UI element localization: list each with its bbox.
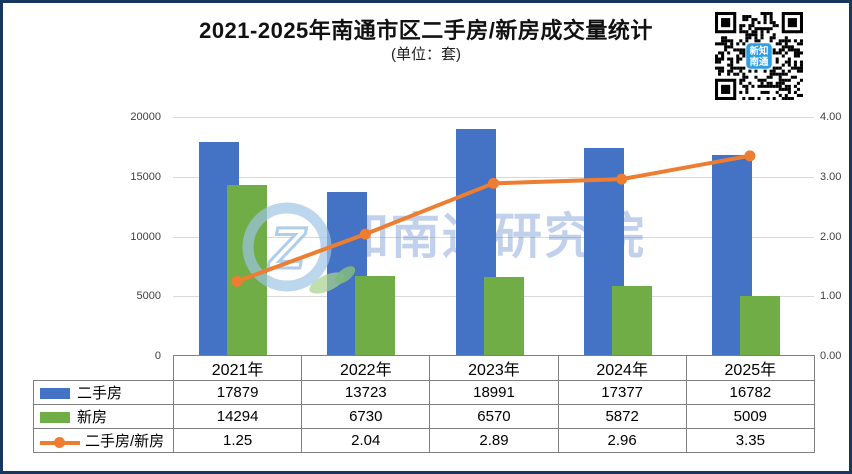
legend-label: 二手房/新房 xyxy=(85,433,165,450)
chart-subtitle: (单位：套) xyxy=(391,46,461,63)
y-axis-label-left: 0 xyxy=(154,350,161,362)
y-axis-label-left: 15000 xyxy=(130,170,161,183)
qr-code: 新知南通 xyxy=(715,12,803,100)
cell-secondhand-2023: 18991 xyxy=(429,380,559,405)
x-axis-label-year: 2024年 xyxy=(557,355,687,381)
bar-newhouse-2024 xyxy=(611,285,652,356)
legend-label: 二手房 xyxy=(77,385,123,402)
y-axis-label-right: 2.00 xyxy=(820,230,842,243)
newhouse-swatch-icon xyxy=(40,412,70,423)
bar-newhouse-2023 xyxy=(483,277,524,356)
cell-secondhand-2021: 17879 xyxy=(172,380,303,405)
y-axis-label-left: 20000 xyxy=(130,111,161,123)
cell-newhouse-2024: 5872 xyxy=(557,404,687,429)
qr-center-badge xyxy=(746,43,772,69)
cell-ratio-2021: 1.25 xyxy=(172,428,303,453)
cell-secondhand-2025: 16782 xyxy=(685,380,815,405)
legend-newhouse: 新房 xyxy=(33,404,174,429)
cell-newhouse-2022: 6730 xyxy=(301,404,431,429)
secondhand-swatch-icon xyxy=(40,388,70,399)
y-axis-label-right: 4.00 xyxy=(820,111,842,123)
legend-label: 新房 xyxy=(77,409,108,426)
cell-newhouse-2021: 14294 xyxy=(172,404,303,429)
y-axis-label-right: 3.00 xyxy=(820,170,842,183)
x-axis-label-year: 2025年 xyxy=(685,355,815,381)
y-axis-label-right: 0.00 xyxy=(820,350,842,362)
x-axis-label-year: 2021年 xyxy=(172,355,303,381)
cell-newhouse-2025: 5009 xyxy=(685,404,815,429)
cell-secondhand-2022: 13723 xyxy=(301,380,431,405)
bar-newhouse-2025 xyxy=(739,296,780,356)
x-axis-label-year: 2022年 xyxy=(301,355,431,381)
bar-newhouse-2022 xyxy=(355,275,396,356)
cell-ratio-2024: 2.96 xyxy=(557,428,687,453)
cell-newhouse-2023: 6570 xyxy=(429,404,559,429)
cell-ratio-2025: 3.35 xyxy=(685,428,815,453)
table-corner-blank xyxy=(34,356,174,381)
qr-badge-label: 新知南通 xyxy=(750,45,769,67)
y-axis-label-right: 1.00 xyxy=(820,290,842,303)
legend-ratio: 二手房/新房 xyxy=(33,428,174,453)
y-axis-label-left: 5000 xyxy=(136,290,161,303)
cell-ratio-2023: 2.89 xyxy=(429,428,559,453)
watermark-logo-letter: Z xyxy=(267,216,307,281)
ratio-line-swatch-icon xyxy=(40,437,80,448)
gridline xyxy=(173,117,814,118)
data-table: 2021年 2022年 2023年 2024年 2025年二手房 17879 13723 18… xyxy=(33,355,815,453)
y-axis-label-left: 10000 xyxy=(130,230,161,243)
chart-title: 2021-2025年南通市区二手房/新房成交量统计 xyxy=(199,18,653,43)
x-axis-label-year: 2023年 xyxy=(429,355,559,381)
cell-ratio-2022: 2.04 xyxy=(301,428,431,453)
cell-secondhand-2024: 17377 xyxy=(557,380,687,405)
watermark-logo: Z xyxy=(242,202,356,294)
legend-secondhand: 二手房 xyxy=(33,380,174,405)
